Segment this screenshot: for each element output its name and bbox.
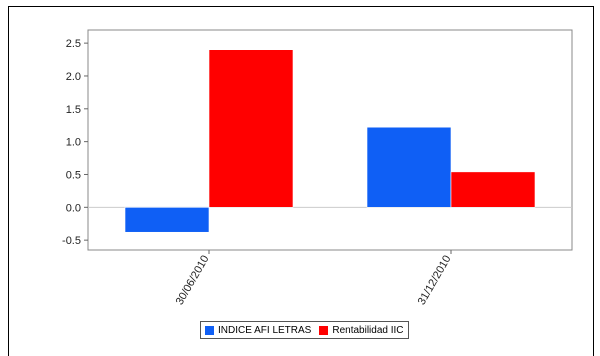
legend-swatch-red bbox=[319, 325, 329, 335]
y-tick-label: 2.0 bbox=[66, 71, 81, 83]
y-tick-label: 0.0 bbox=[66, 202, 81, 214]
y-tick-label: 2.5 bbox=[66, 38, 81, 50]
x-tick-label: 30/06/2010 bbox=[174, 254, 212, 308]
y-tick-label: 1.5 bbox=[66, 104, 81, 116]
legend: INDICE AFI LETRAS Rentabilidad IIC bbox=[200, 321, 409, 339]
legend-label-rentabilidad-iic: Rentabilidad IIC bbox=[332, 324, 404, 336]
bar-indice-afi-letras-0 bbox=[124, 207, 210, 233]
legend-swatch-blue bbox=[205, 325, 214, 335]
bar-rentabilidad-iic-1 bbox=[450, 171, 536, 208]
chart-frame bbox=[8, 6, 594, 356]
y-tick-label: 0.5 bbox=[66, 169, 81, 181]
y-tick-label: 1.0 bbox=[66, 137, 81, 149]
legend-label-indice-afi-letras: INDICE AFI LETRAS bbox=[218, 324, 312, 336]
bar-rentabilidad-iic-0 bbox=[208, 49, 294, 208]
legend-item-rentabilidad-iic: Rentabilidad IIC bbox=[319, 324, 404, 336]
bar-chart: 2.5 2.0 1.5 1.0 0.5 0.0 -0.5 30/06/2010 31/12/20… bbox=[62, 29, 573, 308]
legend-item-indice-afi-letras: INDICE AFI LETRAS bbox=[205, 325, 311, 336]
plot-area bbox=[87, 29, 573, 251]
y-tick-label: -0.5 bbox=[62, 235, 81, 247]
bar-indice-afi-letras-1 bbox=[366, 126, 452, 208]
x-tick-label: 31/12/2010 bbox=[416, 254, 454, 308]
